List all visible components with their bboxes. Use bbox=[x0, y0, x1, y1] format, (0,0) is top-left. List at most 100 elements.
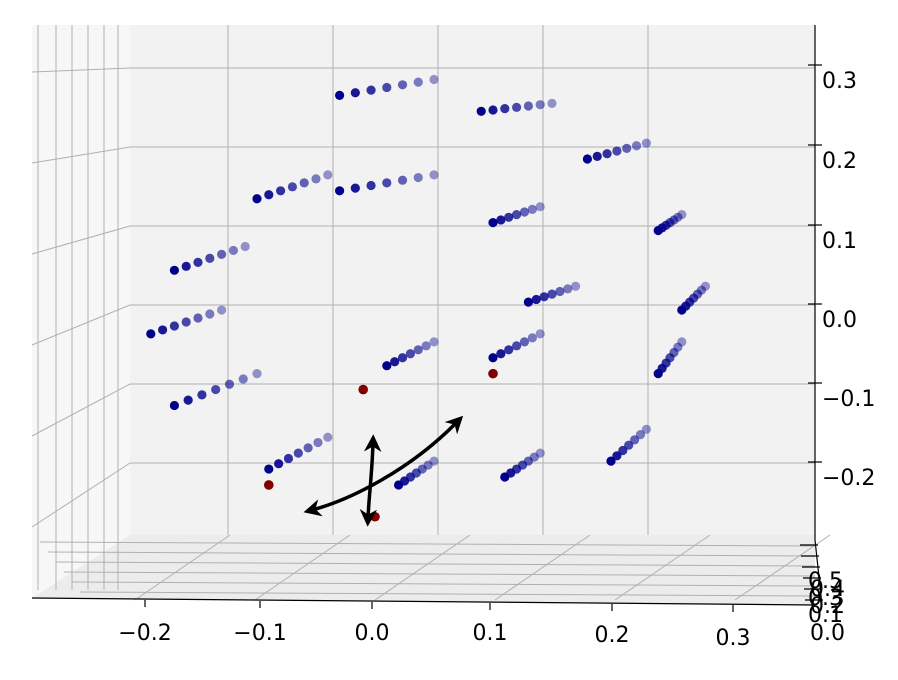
data-point bbox=[624, 440, 634, 450]
y-tick-label: 0.1 bbox=[808, 603, 843, 628]
grid-line-left-pane bbox=[31, 67, 131, 73]
x-axis-line bbox=[31, 597, 816, 606]
data-point bbox=[205, 253, 215, 263]
data-point bbox=[539, 292, 549, 302]
grid-line-floor-depth bbox=[63, 571, 816, 577]
data-point bbox=[323, 432, 333, 442]
data-point bbox=[252, 369, 262, 379]
data-point bbox=[527, 333, 537, 343]
data-point bbox=[673, 342, 683, 352]
data-point bbox=[181, 261, 191, 271]
grid-line-left-pane bbox=[31, 304, 131, 346]
data-point bbox=[429, 74, 439, 85]
z-tick-label: 0.3 bbox=[822, 69, 857, 94]
data-point bbox=[382, 82, 392, 93]
vertical-arrow bbox=[359, 434, 382, 527]
z-tick-label: 0.1 bbox=[822, 229, 857, 254]
data-point bbox=[181, 317, 191, 327]
grid-line-left-pane bbox=[31, 225, 131, 255]
data-point bbox=[547, 98, 557, 108]
data-point bbox=[274, 459, 284, 469]
x-tick-label: 0.2 bbox=[595, 623, 630, 648]
data-point bbox=[592, 151, 602, 161]
grid-line-floor-depth bbox=[39, 541, 816, 547]
data-point bbox=[531, 294, 541, 305]
data-point bbox=[523, 101, 534, 111]
grid-line-floor bbox=[134, 534, 231, 601]
data-point bbox=[519, 337, 530, 347]
grid-line-left-pane bbox=[31, 146, 131, 164]
grid-line-floor bbox=[374, 534, 471, 601]
data-point bbox=[158, 325, 168, 335]
data-point bbox=[635, 430, 646, 440]
data-point bbox=[335, 90, 345, 100]
highlight-point bbox=[488, 368, 498, 379]
data-point bbox=[382, 178, 392, 188]
back-pane bbox=[130, 25, 815, 535]
data-point bbox=[293, 448, 303, 458]
data-point bbox=[205, 309, 215, 319]
data-point bbox=[413, 345, 423, 355]
data-point bbox=[602, 149, 612, 159]
data-point bbox=[622, 143, 632, 153]
data-point bbox=[563, 284, 573, 294]
x-tick-label: 0.1 bbox=[473, 621, 508, 646]
data-point bbox=[500, 104, 510, 114]
data-point bbox=[311, 174, 321, 184]
data-point bbox=[511, 102, 522, 112]
x-tick-label: 0.3 bbox=[716, 626, 751, 651]
data-point bbox=[193, 257, 203, 267]
data-point bbox=[397, 353, 408, 363]
y-tick-label: 0.5 bbox=[808, 569, 843, 594]
y-tick-label: 0.3 bbox=[808, 586, 843, 611]
data-point bbox=[630, 435, 640, 445]
y-tick-label: 0.2 bbox=[810, 594, 845, 619]
data-point bbox=[183, 395, 193, 405]
data-point bbox=[429, 170, 439, 180]
data-point bbox=[606, 456, 616, 466]
data-point bbox=[612, 146, 622, 156]
data-point bbox=[641, 138, 652, 148]
data-point bbox=[421, 341, 431, 351]
z-tick-label: −0.2 bbox=[822, 466, 875, 491]
data-point bbox=[313, 437, 323, 448]
data-point bbox=[429, 337, 439, 347]
z-tick-label: 0.0 bbox=[822, 308, 857, 333]
x-tick-labels: −0.2 −0.1 0.0 0.1 0.2 0.3 bbox=[118, 621, 750, 651]
data-point bbox=[303, 443, 313, 453]
data-point bbox=[618, 445, 628, 456]
grid-line-left-pane bbox=[31, 383, 131, 437]
data-point bbox=[146, 329, 156, 339]
data-point bbox=[169, 400, 179, 411]
highlight-point bbox=[264, 480, 274, 490]
data-point bbox=[299, 178, 309, 188]
data-point bbox=[238, 374, 248, 384]
data-point bbox=[504, 212, 514, 222]
z-tick-label: −0.1 bbox=[822, 387, 875, 412]
data-point bbox=[169, 265, 179, 275]
data-point bbox=[673, 212, 683, 222]
data-point bbox=[397, 175, 408, 185]
data-point bbox=[224, 379, 235, 389]
data-point bbox=[529, 452, 539, 462]
data-point bbox=[366, 180, 376, 191]
data-point bbox=[287, 182, 297, 192]
data-point bbox=[631, 141, 642, 151]
z-tick-label: 0.2 bbox=[822, 149, 857, 174]
data-point bbox=[700, 281, 711, 291]
data-point bbox=[197, 390, 207, 400]
data-point bbox=[555, 286, 565, 297]
grid-line-left-pane bbox=[31, 462, 131, 528]
data-point bbox=[496, 215, 506, 225]
data-point bbox=[535, 202, 545, 212]
data-point bbox=[535, 100, 545, 110]
data-point bbox=[405, 349, 415, 359]
data-point bbox=[390, 357, 400, 367]
data-point bbox=[429, 456, 439, 466]
data-point bbox=[193, 313, 203, 323]
data-point bbox=[547, 289, 557, 299]
data-point bbox=[350, 183, 360, 193]
data-point bbox=[582, 154, 593, 164]
x-tick-label: 0.0 bbox=[355, 621, 390, 646]
x-tick-label: −0.1 bbox=[233, 621, 286, 646]
